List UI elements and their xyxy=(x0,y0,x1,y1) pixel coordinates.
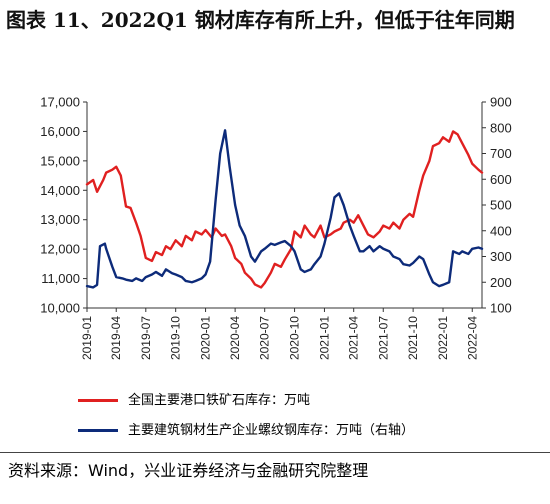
x-tick-label: 2019-04 xyxy=(109,316,123,360)
right-tick-label: 700 xyxy=(490,146,512,161)
left-tick-label: 16,000 xyxy=(40,124,80,139)
x-tick-label: 2021-01 xyxy=(317,316,331,360)
right-tick-label: 600 xyxy=(490,172,512,187)
left-axis-ticks: 10,000 11,000 12,000 13,000 14,000 15,000 16,0… xyxy=(40,95,87,316)
x-tick-label: 2021-04 xyxy=(347,316,361,360)
series-line-rebar xyxy=(85,129,484,289)
x-tick-label: 2022-01 xyxy=(436,316,450,360)
x-tick-label: 2019-07 xyxy=(139,316,153,360)
chart-title: 图表 11、2022Q1 钢材库存有所上升，但低于往年同期 xyxy=(6,8,515,32)
left-tick-label: 15,000 xyxy=(40,153,80,168)
source-note: 资料来源：Wind，兴业证券经济与金融研究院整理 xyxy=(8,461,369,480)
legend-item-iron-ore: 全国主要港口铁矿石库存：万吨 xyxy=(78,386,414,416)
legend-item-rebar: 主要建筑钢材生产企业螺纹钢库存：万吨（右轴） xyxy=(78,416,414,446)
legend-swatch-red xyxy=(78,399,118,402)
chart-series xyxy=(85,129,484,289)
right-tick-label: 100 xyxy=(490,301,512,316)
legend-label: 全国主要港口铁矿石库存：万吨 xyxy=(128,393,311,408)
chart-legend: 全国主要港口铁矿石库存：万吨 主要建筑钢材生产企业螺纹钢库存：万吨（右轴） xyxy=(78,386,414,446)
x-tick-label: 2020-01 xyxy=(199,316,213,360)
left-tick-label: 10,000 xyxy=(40,301,80,316)
x-axis-ticks: 2019-01 2019-04 2019-07 2019-10 2020-01 2020-… xyxy=(80,308,479,360)
series-line-iron-ore xyxy=(85,130,484,289)
left-tick-label: 17,000 xyxy=(40,95,80,110)
left-tick-label: 13,000 xyxy=(40,212,80,227)
x-tick-label: 2019-01 xyxy=(80,316,94,360)
x-tick-label: 2021-07 xyxy=(376,316,390,360)
x-tick-label: 2020-10 xyxy=(288,316,302,360)
right-tick-label: 400 xyxy=(490,223,512,238)
right-tick-label: 300 xyxy=(490,249,512,264)
x-tick-label: 2020-07 xyxy=(258,316,272,360)
x-tick-label: 2022-04 xyxy=(465,316,479,360)
right-axis-ticks: 100 200 300 400 500 600 700 800 900 xyxy=(482,95,512,316)
legend-swatch-blue xyxy=(78,429,118,432)
x-tick-label: 2021-10 xyxy=(406,316,420,360)
left-tick-label: 12,000 xyxy=(40,242,80,257)
left-tick-label: 11,000 xyxy=(41,271,80,286)
right-tick-label: 900 xyxy=(490,95,512,110)
legend-label: 主要建筑钢材生产企业螺纹钢库存：万吨（右轴） xyxy=(128,423,415,438)
x-tick-label: 2020-04 xyxy=(228,316,242,360)
right-tick-label: 800 xyxy=(490,120,512,135)
right-tick-label: 200 xyxy=(490,275,512,290)
right-tick-label: 500 xyxy=(490,198,512,213)
left-tick-label: 14,000 xyxy=(40,183,80,198)
x-tick-label: 2019-10 xyxy=(169,316,183,360)
line-chart: 10,000 11,000 12,000 13,000 14,000 15,000 16,0… xyxy=(40,95,512,361)
source-divider xyxy=(0,452,550,453)
